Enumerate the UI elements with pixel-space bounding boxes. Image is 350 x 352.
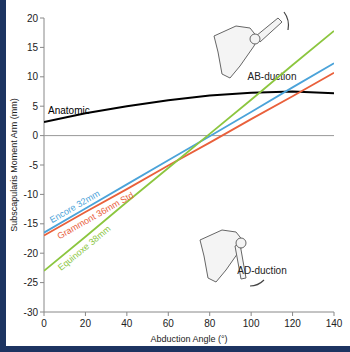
y-tick [40, 76, 44, 77]
x-axis-title: Abduction Angle (°) [150, 334, 227, 344]
humeral-head [250, 34, 260, 44]
panel [6, 0, 350, 346]
y-tick [40, 106, 44, 107]
series-label: Equinoxe 38mm [56, 224, 113, 273]
annotation: AD-duction [237, 265, 286, 276]
y-tick [40, 18, 44, 19]
x-tick [334, 312, 335, 316]
y-tick-label: 5 [32, 101, 38, 112]
x-tick-label: 140 [326, 318, 343, 329]
x-tick [44, 312, 45, 316]
series-label: Anatomic [48, 105, 90, 116]
arrow [284, 12, 289, 30]
zero-line [44, 135, 334, 136]
x-tick [209, 312, 210, 316]
series-line [44, 31, 334, 271]
x-axis [44, 312, 334, 313]
y-tick-label: 10 [27, 71, 39, 82]
x-tick [126, 312, 127, 316]
series-line [44, 63, 334, 232]
y-tick-label: -20 [24, 248, 39, 259]
chart: -30 -25 -20 -15 -10 -5 0 5 10 15 20 0 20 40 60 80 100 120… [0, 0, 350, 352]
x-tick-label: 40 [121, 318, 133, 329]
y-axis-title: Subscapularis Moment Arm (mm) [9, 98, 19, 232]
y-tick-label: 20 [27, 13, 39, 24]
arrow [250, 280, 264, 286]
annotation: AB-duction [248, 71, 297, 82]
scapula-icon [200, 230, 264, 286]
x-tick [168, 312, 169, 316]
x-tick [85, 312, 86, 316]
y-tick-label: -5 [29, 160, 38, 171]
y-tick [40, 223, 44, 224]
y-tick [40, 135, 44, 136]
y-tick [40, 312, 44, 313]
x-tick-label: 100 [243, 318, 260, 329]
y-tick-label: 0 [32, 130, 38, 141]
y-tick [40, 253, 44, 254]
series-group [44, 31, 334, 271]
x-tick-label: 20 [80, 318, 92, 329]
y-tick [40, 282, 44, 283]
y-tick [40, 47, 44, 48]
series-line [44, 92, 334, 123]
x-tick-label: 120 [284, 318, 301, 329]
y-tick-label: -10 [24, 189, 39, 200]
y-tick [40, 165, 44, 166]
y-tick-label: -30 [24, 307, 39, 318]
y-tick [40, 194, 44, 195]
x-tick-label: 80 [204, 318, 216, 329]
y-tick-label: -15 [24, 218, 39, 229]
x-tick [251, 312, 252, 316]
x-tick [292, 312, 293, 316]
humeral-head [236, 238, 246, 248]
x-tick-label: 0 [41, 318, 47, 329]
y-tick-label: 15 [27, 42, 39, 53]
x-tick-label: 60 [163, 318, 175, 329]
y-tick-label: -25 [24, 277, 39, 288]
series-line [44, 73, 334, 236]
scapula-icon [214, 12, 289, 78]
